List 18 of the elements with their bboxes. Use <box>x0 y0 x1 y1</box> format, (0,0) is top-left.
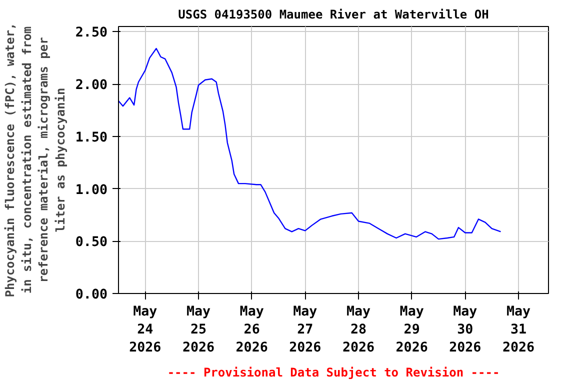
x-tick-label: May 27 2026 <box>289 304 322 356</box>
y-tick-label: 1.00 <box>75 182 108 198</box>
x-tick-label: May 25 2026 <box>182 304 215 356</box>
y-tick-label: 2.50 <box>75 26 108 41</box>
y-tick-label: 0.50 <box>75 235 108 250</box>
chart-title: USGS 04193500 Maumee River at Waterville OH <box>178 8 489 22</box>
line-series <box>118 48 502 240</box>
y-axis-title: Phycocyanin fluorescence (fPC), water, in situ, concentration estimated from reference material, micrograms per liter as phycocyanin <box>3 22 68 298</box>
x-tick-label: May 30 2026 <box>449 304 482 356</box>
x-tick-label: May 26 2026 <box>236 304 268 356</box>
y-tick-label: 1.50 <box>75 130 108 146</box>
text: ---- Provisional Data Subject to Revision ---- <box>167 366 500 380</box>
y-tick-label: 0.00 <box>75 288 108 302</box>
x-tick-label: May 29 2026 <box>396 304 428 356</box>
x-tick-label: May 24 2026 <box>129 304 162 356</box>
x-tick-label: May 31 2026 <box>502 304 535 356</box>
x-tick-label: May 28 2026 <box>342 304 375 356</box>
y-tick-label: 2.00 <box>75 78 108 94</box>
